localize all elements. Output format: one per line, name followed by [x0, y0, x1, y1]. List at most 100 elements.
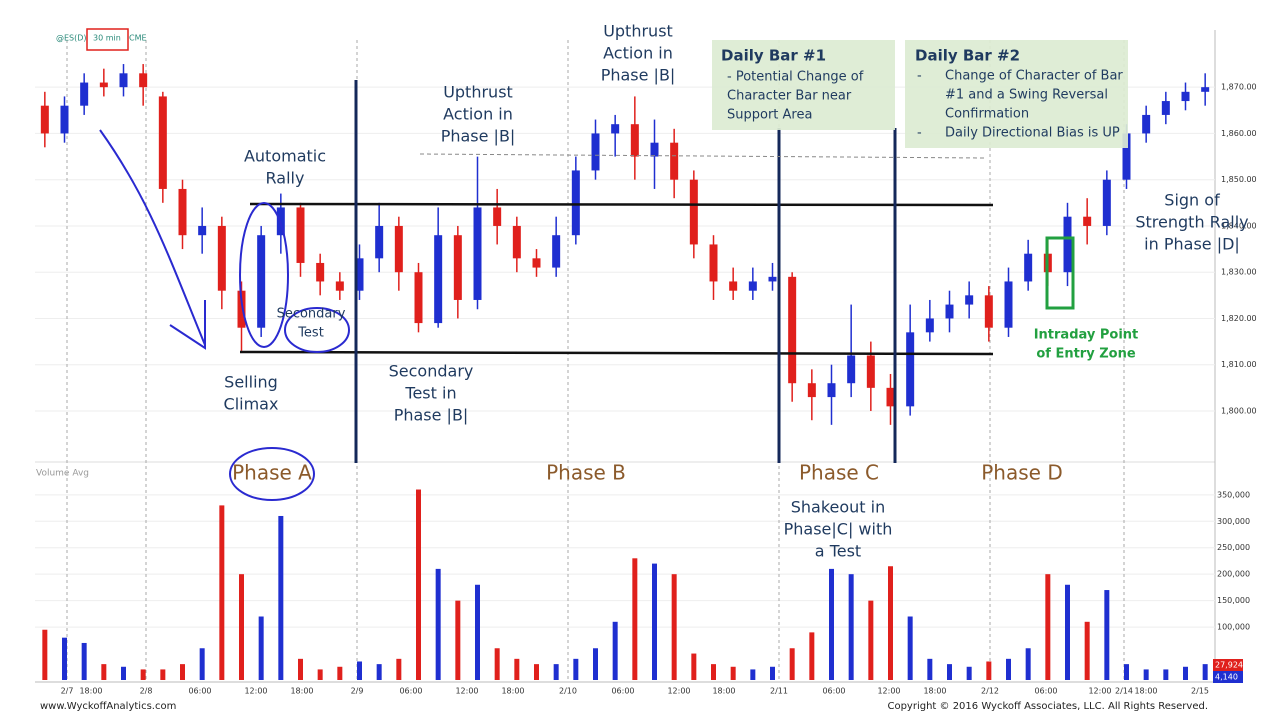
y-tick-label: 100,000 — [1217, 623, 1250, 632]
volume-bar — [986, 661, 992, 680]
annotation: of Entry Zone — [1036, 347, 1135, 362]
box-line: - Potential Change of — [727, 70, 864, 85]
x-tick-label: 2/9 — [351, 687, 364, 696]
candle-body — [1201, 87, 1210, 92]
candle-body — [414, 272, 423, 324]
x-tick-label: 2/10 — [559, 687, 577, 696]
x-tick-label: 06:00 — [611, 687, 634, 696]
volume-bar — [101, 664, 107, 680]
volume-bar — [219, 505, 225, 680]
annotation: Rally — [266, 169, 305, 188]
x-tick-label: 18:00 — [923, 687, 946, 696]
volume-bar — [160, 669, 166, 680]
candle-body — [60, 105, 69, 134]
annotation: Phase |B| — [394, 406, 469, 425]
candle-body — [1024, 253, 1033, 282]
candle-body — [119, 73, 128, 88]
phase-label: Phase B — [546, 461, 626, 485]
volume-bar — [81, 642, 87, 680]
footer-site: www.WyckoffAnalytics.com — [40, 701, 176, 712]
candle-body — [827, 383, 836, 398]
volume-bar — [730, 666, 736, 680]
candle-body — [925, 318, 934, 333]
candle-body — [552, 235, 561, 268]
x-tick-label: 2/8 — [140, 687, 153, 696]
volume-bar — [357, 661, 362, 680]
volume-bar — [1124, 664, 1129, 680]
candle-body — [1083, 216, 1092, 226]
volume-bar — [868, 600, 874, 680]
x-tick-label: 18:00 — [501, 687, 524, 696]
candle-body — [158, 96, 167, 189]
annotation: Upthrust — [603, 22, 673, 41]
x-tick-label: 2/14 — [1115, 687, 1133, 696]
arrow — [99, 129, 206, 350]
candle-body — [139, 73, 148, 88]
x-tick-label: 12:00 — [1088, 687, 1111, 696]
volume-bar — [534, 664, 539, 680]
volume-bar — [907, 616, 913, 680]
x-tick-label: 06:00 — [822, 687, 845, 696]
candle-body — [493, 207, 502, 226]
candle-body — [1161, 101, 1170, 115]
x-tick-label: 18:00 — [290, 687, 313, 696]
upthrust-level — [419, 153, 986, 159]
candle-body — [591, 133, 600, 171]
candle-body — [80, 82, 89, 106]
volume-bar — [455, 600, 461, 680]
candle-body — [453, 235, 462, 300]
volume-bar — [1202, 664, 1208, 680]
phase-label: Phase A — [232, 461, 312, 485]
candle-body — [394, 225, 403, 273]
volume-bar — [376, 664, 382, 680]
candle-body — [99, 82, 108, 88]
box-line: - — [917, 126, 922, 141]
grid: 1,800.00 1,810.00 1,820.00 1,830.00 1,840.00… — [35, 30, 1257, 696]
annotation: Test — [297, 326, 324, 341]
volume-bar — [711, 664, 716, 680]
annotation: Climax — [224, 395, 279, 414]
candle-body — [198, 225, 207, 236]
y-tick-label: 200,000 — [1217, 570, 1250, 579]
volume-bar — [652, 563, 657, 680]
y-tick-label: 300,000 — [1217, 517, 1250, 526]
y-tick-label: 1,850.00 — [1221, 175, 1257, 184]
phase-label: Phase C — [799, 461, 879, 485]
footer-copyright: Copyright © 2016 Wyckoff Associates, LLC… — [887, 701, 1208, 712]
candle-body — [375, 225, 384, 259]
volume-bar — [42, 629, 48, 680]
volume-bar — [1006, 658, 1011, 680]
volume-bar — [140, 669, 146, 680]
y-tick-label: 350,000 — [1217, 490, 1250, 499]
annotation: Sign of — [1164, 191, 1220, 210]
volume-label: Volume Avg — [36, 469, 89, 479]
symbol: @ES(D) — [56, 34, 87, 43]
annotation: a Test — [815, 542, 861, 561]
candle-body — [847, 355, 856, 384]
x-tick-label: 18:00 — [712, 687, 735, 696]
box-title: Daily Bar #1 — [721, 47, 826, 65]
volume-bar — [809, 632, 815, 680]
y-tick-label: 1,800.00 — [1221, 406, 1257, 415]
circle-mark — [239, 202, 289, 348]
y-tick-label: 1,860.00 — [1221, 129, 1257, 138]
y-tick-label: 150,000 — [1217, 596, 1250, 605]
volume-bar — [199, 648, 205, 680]
volume-bar — [239, 574, 244, 680]
x-tick-label: 12:00 — [667, 687, 690, 696]
x-tick-label: 18:00 — [79, 687, 102, 696]
volume-bar — [593, 648, 598, 680]
volume-bar — [317, 669, 323, 680]
y-tick-label: 250,000 — [1217, 543, 1250, 552]
volume-bar — [789, 648, 795, 680]
y-tick-label: 1,830.00 — [1221, 268, 1257, 277]
volume-bar — [494, 648, 500, 680]
candle-body — [886, 387, 895, 407]
y-tick-label: 1,840.00 — [1221, 221, 1257, 230]
candle-body — [355, 258, 364, 291]
candle-body — [217, 225, 226, 291]
circle-mark — [229, 447, 315, 501]
annotation: Shakeout in — [791, 498, 886, 517]
x-tick-label: 2/15 — [1191, 687, 1209, 696]
